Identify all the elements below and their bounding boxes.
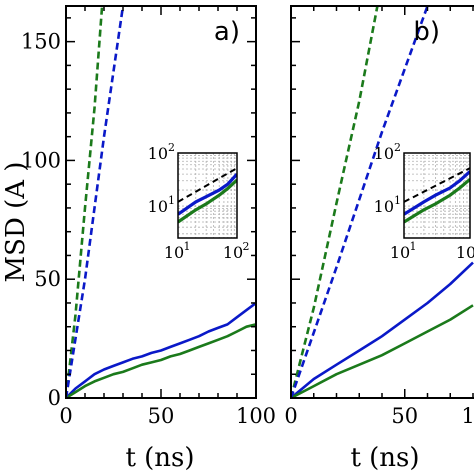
inset-y-tick-exponent: 2 [394,141,401,154]
inset-x-tick-exponent: 2 [243,240,250,253]
y-tick-label: 0 [48,386,61,410]
series-line-0 [66,301,256,398]
series-line-2 [66,6,104,398]
x-tick-label: 1 [461,404,474,428]
inset-y-tick-label: 10 [148,197,168,216]
inset-y-tick-exponent: 2 [168,141,175,154]
inset-x-tick-exponent: 1 [410,240,417,253]
y-tick-label: 100 [21,148,61,172]
series-line-1 [66,323,256,398]
x-axis-label: t (ns) [125,443,194,473]
inset-series-line-2 [404,178,470,224]
series-line-3 [66,6,125,398]
panel-label: a) [214,17,240,47]
inset-y-tick-exponent: 1 [168,194,175,207]
y-tick-label: 50 [34,267,61,291]
panel-label: b) [413,17,440,47]
inset-y-tick-label: 10 [148,144,168,163]
inset-y-tick-label: 10 [374,197,394,216]
x-axis-label: t (ns) [350,443,419,473]
inset-y-tick-exponent: 1 [394,194,401,207]
inset-x-tick-label: 10 [456,243,474,262]
series-group [291,6,474,398]
inset-series-line-0 [404,167,470,203]
inset-x-tick-label: 10 [164,243,184,262]
inset-x-tick-label: 10 [223,243,243,262]
series-line-2 [291,6,379,398]
series-group [66,6,256,398]
x-tick-label: 50 [148,404,175,428]
x-tick-label: 0 [59,404,72,428]
inset-x-tick-exponent: 1 [184,240,191,253]
x-tick-label: 50 [391,404,418,428]
inset-x-tick-label: 10 [390,243,410,262]
inset-series-line-1 [404,170,470,216]
inset-grid [177,152,238,238]
y-axis-label: MSD (A ) [1,162,31,283]
series-line-0 [291,261,474,398]
plot-frame [290,5,474,399]
y-tick-label: 150 [21,30,61,54]
inset-y-tick-label: 10 [374,144,394,163]
inset-series-line-0 [178,167,237,203]
x-tick-label: 100 [236,404,276,428]
x-tick-label: 0 [284,404,297,428]
series-line-1 [291,304,474,398]
inset-series-line-2 [178,178,237,224]
inset-series-line-1 [178,173,237,216]
series-line-3 [291,6,429,398]
